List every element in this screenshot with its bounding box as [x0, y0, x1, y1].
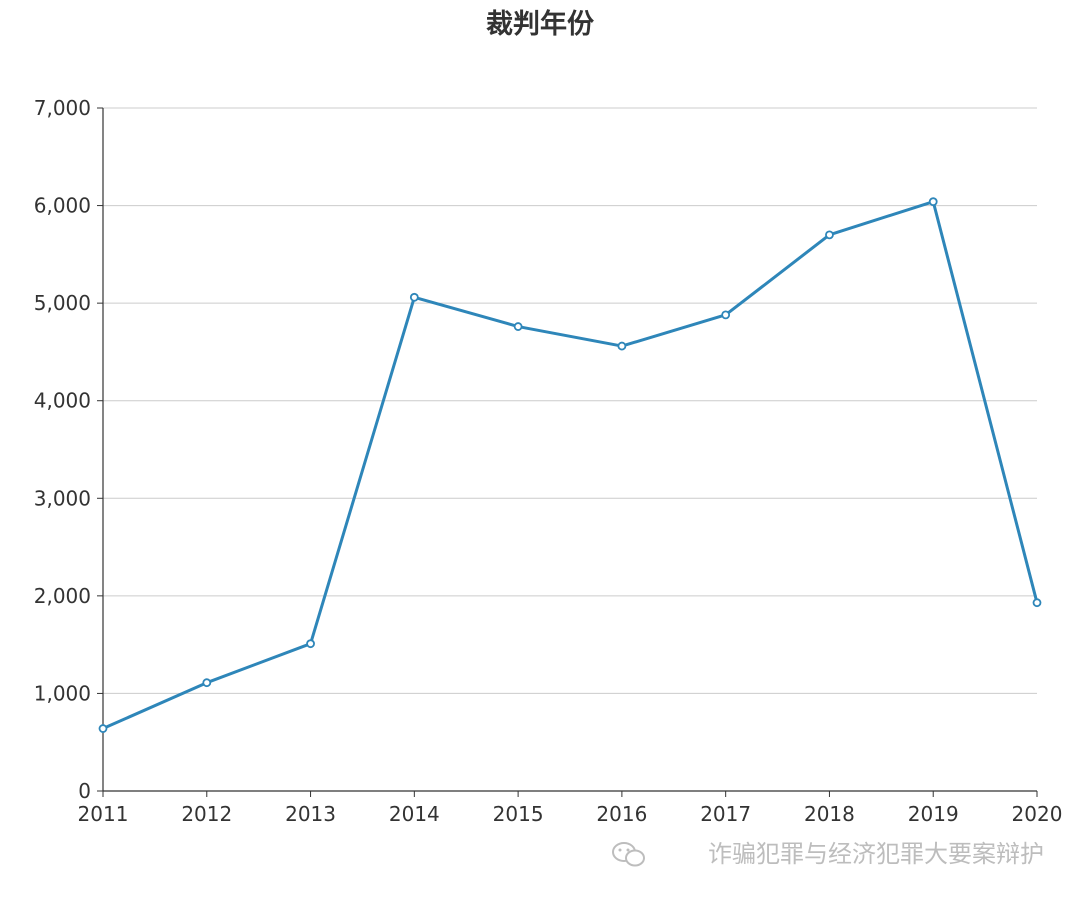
- data-point: [202, 678, 212, 688]
- axes: [102, 108, 1037, 792]
- data-point: [98, 724, 108, 733]
- chart-title: 裁判年份: [486, 8, 594, 40]
- y-tick-label: 6,000: [34, 194, 91, 218]
- x-tick-label: 2020: [1012, 802, 1063, 826]
- series-line: [102, 200, 1039, 730]
- y-tick-label: 7,000: [34, 96, 91, 120]
- x-tick-label: 2019: [908, 802, 959, 826]
- data-point: [1032, 598, 1042, 608]
- x-tick-label: 2017: [700, 802, 751, 826]
- data-point: [825, 230, 834, 240]
- x-axis-ticks: 2011 2012 2013 2014 2015 2016 2017 2018 2019 2020: [78, 791, 1063, 826]
- x-tick-label: 2012: [181, 802, 232, 826]
- x-tick-label: 2018: [804, 802, 855, 826]
- data-point: [409, 292, 419, 302]
- x-tick-label: 2011: [78, 802, 129, 826]
- y-tick-label: 2,000: [34, 584, 91, 608]
- y-tick-label: 5,000: [34, 291, 91, 315]
- data-point: [513, 322, 523, 331]
- data-point: [721, 310, 731, 320]
- x-tick-label: 2015: [493, 802, 544, 826]
- data-point: [617, 341, 627, 351]
- data-point: [306, 639, 315, 649]
- gridlines: [103, 107, 1037, 694]
- x-tick-label: 2014: [389, 802, 440, 826]
- data-point: [928, 197, 938, 207]
- watermark-text: 诈骗犯罪与经济犯罪大要案辩护: [708, 840, 1044, 868]
- y-tick-label: 0: [78, 779, 91, 803]
- watermark: 诈骗犯罪与经济犯罪大要案辩护: [612, 840, 1044, 868]
- wechat-icon: [612, 842, 645, 867]
- x-tick-label: 2013: [285, 802, 336, 826]
- series: [98, 197, 1042, 733]
- y-axis-ticks: 0 1,000 2,000 3,000 4,000 5,000 6,000 7,000: [34, 96, 103, 803]
- x-tick-label: 2016: [596, 802, 647, 826]
- y-tick-label: 4,000: [34, 389, 91, 413]
- y-tick-label: 3,000: [34, 486, 91, 510]
- y-tick-label: 1,000: [34, 681, 91, 705]
